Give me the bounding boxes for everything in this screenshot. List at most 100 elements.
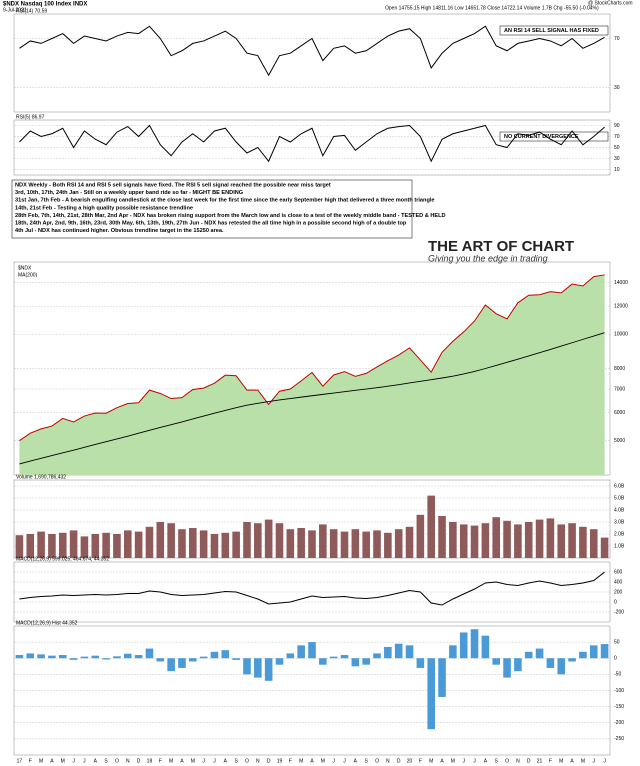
bar xyxy=(15,535,24,558)
bar xyxy=(503,520,511,558)
bar xyxy=(384,646,392,659)
bar xyxy=(264,658,273,681)
y-tick-label: 4.0B xyxy=(614,507,625,513)
bar xyxy=(210,651,219,659)
bar xyxy=(546,658,555,668)
logo-tagline: Giving you the edge in trading xyxy=(428,253,548,263)
x-tick-label: M xyxy=(169,758,173,764)
x-tick-label: J xyxy=(83,758,86,764)
bar xyxy=(579,526,587,558)
bar xyxy=(91,655,100,659)
y-tick-label: 10 xyxy=(614,167,620,173)
bar xyxy=(48,655,56,659)
x-tick-label: M xyxy=(581,758,585,764)
quote: Open 14755.15 High 14811.16 Low 14651.78… xyxy=(385,5,599,11)
bar xyxy=(167,658,175,672)
y-tick-label: 50 xyxy=(614,145,620,151)
x-tick-label: 20 xyxy=(407,758,413,764)
bar xyxy=(58,532,67,558)
x-tick-label: S xyxy=(234,758,238,764)
x-tick-label: A xyxy=(50,758,54,764)
bar xyxy=(557,524,566,558)
bar xyxy=(589,645,598,659)
bar xyxy=(351,658,360,667)
bar xyxy=(600,537,609,558)
bar xyxy=(275,658,284,665)
panel-frame xyxy=(13,13,611,113)
bar xyxy=(405,645,414,659)
bar xyxy=(254,523,262,558)
bar xyxy=(600,644,609,659)
x-tick-label: A xyxy=(310,758,314,764)
bar xyxy=(243,658,251,675)
bar xyxy=(319,524,327,558)
x-tick-label: M xyxy=(451,758,455,764)
bar xyxy=(384,532,392,558)
bar xyxy=(492,517,501,558)
bar xyxy=(449,645,457,659)
bar xyxy=(459,524,468,558)
x-tick-label: M xyxy=(321,758,325,764)
x-tick-label: A xyxy=(224,758,228,764)
x-tick-label: A xyxy=(354,758,358,764)
annotation: NO CURRENT DIVERGENCE xyxy=(504,134,579,140)
note-line: 4th Jul - NDX has continued higher. Obvi… xyxy=(15,228,224,234)
bar xyxy=(48,534,56,558)
y-tick-label: 2.0B xyxy=(614,531,625,537)
bar xyxy=(470,525,479,558)
source: @ StockCharts.com xyxy=(588,0,633,6)
y-tick-label: 200 xyxy=(614,589,623,595)
bar xyxy=(427,495,435,558)
bar xyxy=(156,658,165,662)
bar xyxy=(492,658,501,665)
note-line: 14th, 21st Feb - Testing a high quality … xyxy=(15,205,193,211)
bar xyxy=(189,528,197,558)
note-line: 31st Jan, 7th Feb - A bearish engulfing … xyxy=(15,198,435,204)
x-tick-label: 19 xyxy=(277,758,283,764)
x-tick-label: N xyxy=(256,758,260,764)
x-tick-label: 17 xyxy=(17,758,23,764)
bar xyxy=(232,531,240,558)
x-tick-label: D xyxy=(137,758,141,764)
x-tick-label: J xyxy=(72,758,75,764)
bar xyxy=(275,523,284,558)
y-tick-label: -200 xyxy=(614,609,624,615)
bar xyxy=(503,658,511,678)
legend-entry: MA(200) xyxy=(18,272,38,278)
bar xyxy=(329,656,338,659)
bar xyxy=(113,534,121,558)
x-tick-label: M xyxy=(191,758,195,764)
symbol: $NDX Nasdaq 100 Index INDX xyxy=(3,2,87,8)
y-tick-label: 8000 xyxy=(614,366,625,372)
x-tick-label: J xyxy=(473,758,476,764)
bar xyxy=(102,532,110,558)
bar xyxy=(26,653,35,659)
x-tick-label: A xyxy=(440,758,444,764)
panel-title: MACD(12,26,9) 599.025, 464.674, 44.352 xyxy=(16,556,109,562)
bar xyxy=(243,522,251,558)
x-tick-label: J xyxy=(592,758,595,764)
bar xyxy=(178,529,186,558)
x-tick-label: 21 xyxy=(537,758,543,764)
y-tick-label: 0 xyxy=(614,599,617,605)
y-tick-label: -50 xyxy=(614,672,621,678)
bar xyxy=(199,656,208,659)
logo-name: THE ART OF CHART xyxy=(428,238,574,255)
bar xyxy=(308,530,316,558)
y-tick-label: 3.0B xyxy=(614,519,625,525)
panel-title: MACD(12,26,9) Hist 44.352 xyxy=(16,620,78,626)
bar xyxy=(416,658,425,668)
bar xyxy=(524,522,533,558)
x-tick-label: F xyxy=(289,758,292,764)
bar xyxy=(199,530,208,558)
y-tick-label: 5.0B xyxy=(614,495,625,501)
y-tick-label: 14000 xyxy=(614,280,628,286)
bar xyxy=(319,658,327,665)
notes: NDX Weekly - Both RSI 14 and RSI 5 sell … xyxy=(11,179,446,239)
x-tick-label: A xyxy=(180,758,184,764)
bar xyxy=(123,653,132,659)
panel-title: RSI(5) 86.97 xyxy=(16,114,45,120)
bar xyxy=(449,522,457,558)
bar xyxy=(221,650,230,659)
